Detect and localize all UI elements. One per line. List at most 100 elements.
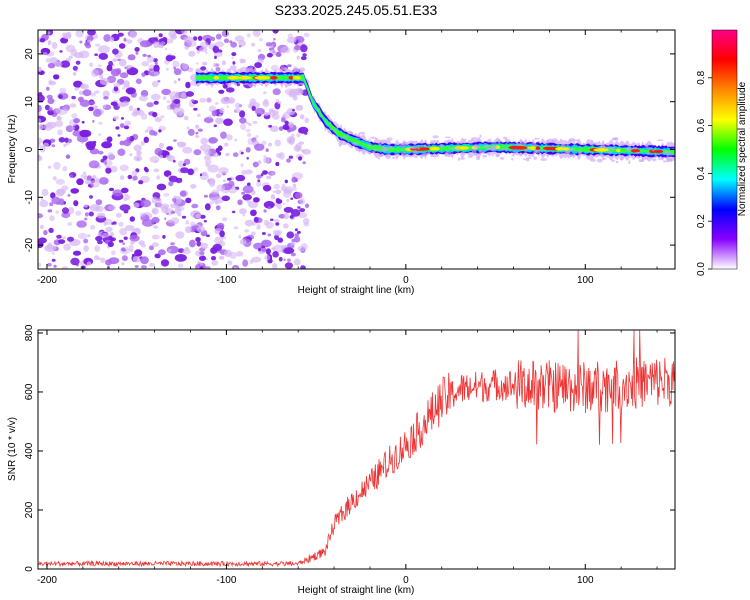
tone-fringe xyxy=(408,140,416,143)
noise-speck xyxy=(272,190,277,193)
noise-speck xyxy=(134,227,141,232)
tone-fringe xyxy=(511,158,514,161)
tone-fringe xyxy=(347,132,354,134)
noise-speck xyxy=(89,62,94,67)
noise-speck xyxy=(242,259,249,267)
noise-speck xyxy=(103,96,109,100)
colorbar-tick-label: 0.0 xyxy=(696,262,707,276)
noise-speck xyxy=(65,44,76,53)
noise-speck xyxy=(86,39,92,43)
noise-speck xyxy=(80,173,88,179)
tone-fringe xyxy=(657,139,664,142)
tone-fringe xyxy=(373,152,376,156)
noise-speck xyxy=(121,262,125,266)
noise-speck xyxy=(123,236,128,240)
noise-speck xyxy=(270,218,274,222)
noise-speck xyxy=(129,153,133,157)
noise-speck xyxy=(237,199,243,206)
noise-speck xyxy=(284,179,288,184)
noise-speck xyxy=(224,142,229,147)
noise-speck xyxy=(175,177,183,184)
noise-speck xyxy=(284,88,296,96)
noise-speck xyxy=(129,135,135,142)
noise-speck xyxy=(62,266,68,269)
noise-speck xyxy=(188,50,196,57)
noise-speck xyxy=(278,152,285,160)
tone-fringe xyxy=(432,135,439,139)
noise-speck xyxy=(257,179,261,183)
noise-speck xyxy=(180,141,187,147)
noise-speck xyxy=(83,245,89,252)
noise-speck xyxy=(89,195,93,199)
noise-speck xyxy=(268,108,275,113)
noise-speck xyxy=(126,88,133,95)
noise-speck xyxy=(149,129,156,136)
tone-fringe xyxy=(643,157,650,160)
noise-speck xyxy=(115,126,120,130)
tone-fringe xyxy=(612,137,619,140)
noise-speck xyxy=(140,199,152,208)
noise-speck xyxy=(107,241,114,248)
noise-speck xyxy=(215,200,219,205)
tone-fringe xyxy=(540,158,548,161)
noise-speck xyxy=(87,30,96,36)
noise-speck xyxy=(45,57,52,63)
noise-speck xyxy=(211,189,220,195)
noise-speck xyxy=(122,86,125,90)
noise-speck xyxy=(229,65,237,71)
noise-speck xyxy=(86,261,92,266)
noise-speck xyxy=(183,115,189,121)
noise-speck xyxy=(294,233,299,237)
noise-speck xyxy=(200,242,209,250)
noise-speck xyxy=(83,204,88,208)
noise-speck xyxy=(153,100,159,105)
noise-speck xyxy=(293,258,301,266)
tone-fringe xyxy=(369,136,377,139)
noise-speck xyxy=(182,248,191,255)
tone-fringe xyxy=(444,136,452,139)
spectrogram-xlabel: Height of straight line (km) xyxy=(298,285,415,296)
noise-speck xyxy=(162,234,166,239)
tone-fringe xyxy=(401,141,407,145)
noise-speck xyxy=(214,41,225,48)
noise-speck xyxy=(46,86,50,91)
noise-speck xyxy=(149,68,154,71)
noise-speck xyxy=(156,183,167,191)
noise-speck xyxy=(153,64,160,73)
noise-speck xyxy=(261,140,267,146)
noise-speck xyxy=(252,120,258,125)
noise-speck xyxy=(275,161,280,167)
noise-speck xyxy=(51,42,58,50)
noise-speck xyxy=(165,38,174,44)
noise-speck xyxy=(168,91,181,99)
noise-speck xyxy=(157,80,161,83)
tone-fringe xyxy=(654,155,658,158)
noise-speck xyxy=(288,121,294,128)
tone-fringe xyxy=(391,156,396,159)
colorbar-tick-label: 0.8 xyxy=(696,70,707,84)
noise-speck xyxy=(172,159,176,163)
noise-speck xyxy=(228,180,235,187)
tone-hotspot xyxy=(616,148,621,153)
noise-speck xyxy=(42,52,48,56)
noise-speck xyxy=(205,234,210,237)
noise-speck xyxy=(254,143,265,151)
noise-speck xyxy=(80,83,86,89)
noise-speck xyxy=(299,67,306,72)
tone-fringe xyxy=(646,152,650,155)
noise-speck xyxy=(239,239,247,245)
noise-speck xyxy=(68,138,72,143)
noise-speck xyxy=(227,260,233,266)
noise-speck xyxy=(290,133,295,137)
noise-speck xyxy=(133,155,143,162)
noise-speck xyxy=(172,197,177,203)
tone-fringe xyxy=(668,153,674,156)
noise-speck xyxy=(38,124,44,130)
noise-speck xyxy=(274,231,281,236)
noise-speck xyxy=(75,30,84,38)
noise-speck xyxy=(160,115,165,119)
noise-speck xyxy=(263,201,275,209)
noise-speck xyxy=(126,64,131,70)
noise-speck xyxy=(151,234,160,240)
snr-ytick-label: 400 xyxy=(24,442,35,459)
